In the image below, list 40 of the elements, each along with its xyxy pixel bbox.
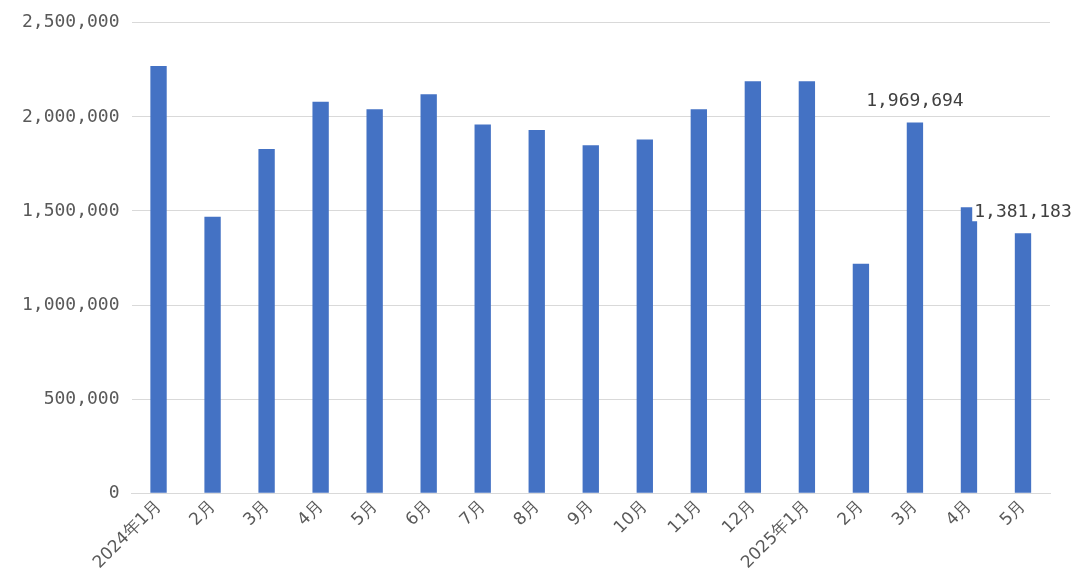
bar [204,216,221,493]
y-tick-label: 2,000,000 [21,104,120,126]
bar [366,109,383,493]
data-label: 1,969,694 [866,89,964,111]
bar [960,207,978,493]
bar [1014,233,1032,493]
x-tick-label: 10月 [609,495,651,537]
bar [690,109,707,493]
bar [312,101,329,493]
x-tick-label: 9月 [562,495,597,530]
x-tick-label: 5月 [346,495,381,530]
bar [582,145,599,493]
x-tick-label: 7月 [454,495,489,530]
x-tick-label: 2月 [184,495,219,530]
x-tick-label: 5月 [995,495,1029,530]
y-tick-label: 1,500,000 [21,198,120,220]
bar [528,130,545,493]
x-tick-label: 3月 [238,495,273,530]
bar [636,139,653,493]
bar [150,66,167,493]
x-tick-label: 4月 [292,495,327,530]
bar [420,94,437,493]
y-tick-label: 0 [108,480,120,502]
y-tick-label: 500,000 [43,386,120,408]
bar [852,263,870,493]
bar [798,81,816,493]
bar [474,124,491,493]
x-tick-label: 12月 [717,495,759,537]
x-tick-label: 6月 [400,495,435,530]
x-tick-label: 8月 [508,495,543,530]
y-tick-label: 2,500,000 [21,10,120,32]
x-tick-label: 4月 [941,495,975,530]
data-label: 1,381,183 [974,200,1072,222]
x-tick-label: 2月 [833,495,867,530]
y-tick-label: 1,000,000 [21,292,120,314]
bar [258,148,275,493]
x-tick-label: 3月 [887,495,921,530]
bar [906,122,924,493]
x-tick-label: 11月 [663,495,705,537]
bar [744,81,762,493]
